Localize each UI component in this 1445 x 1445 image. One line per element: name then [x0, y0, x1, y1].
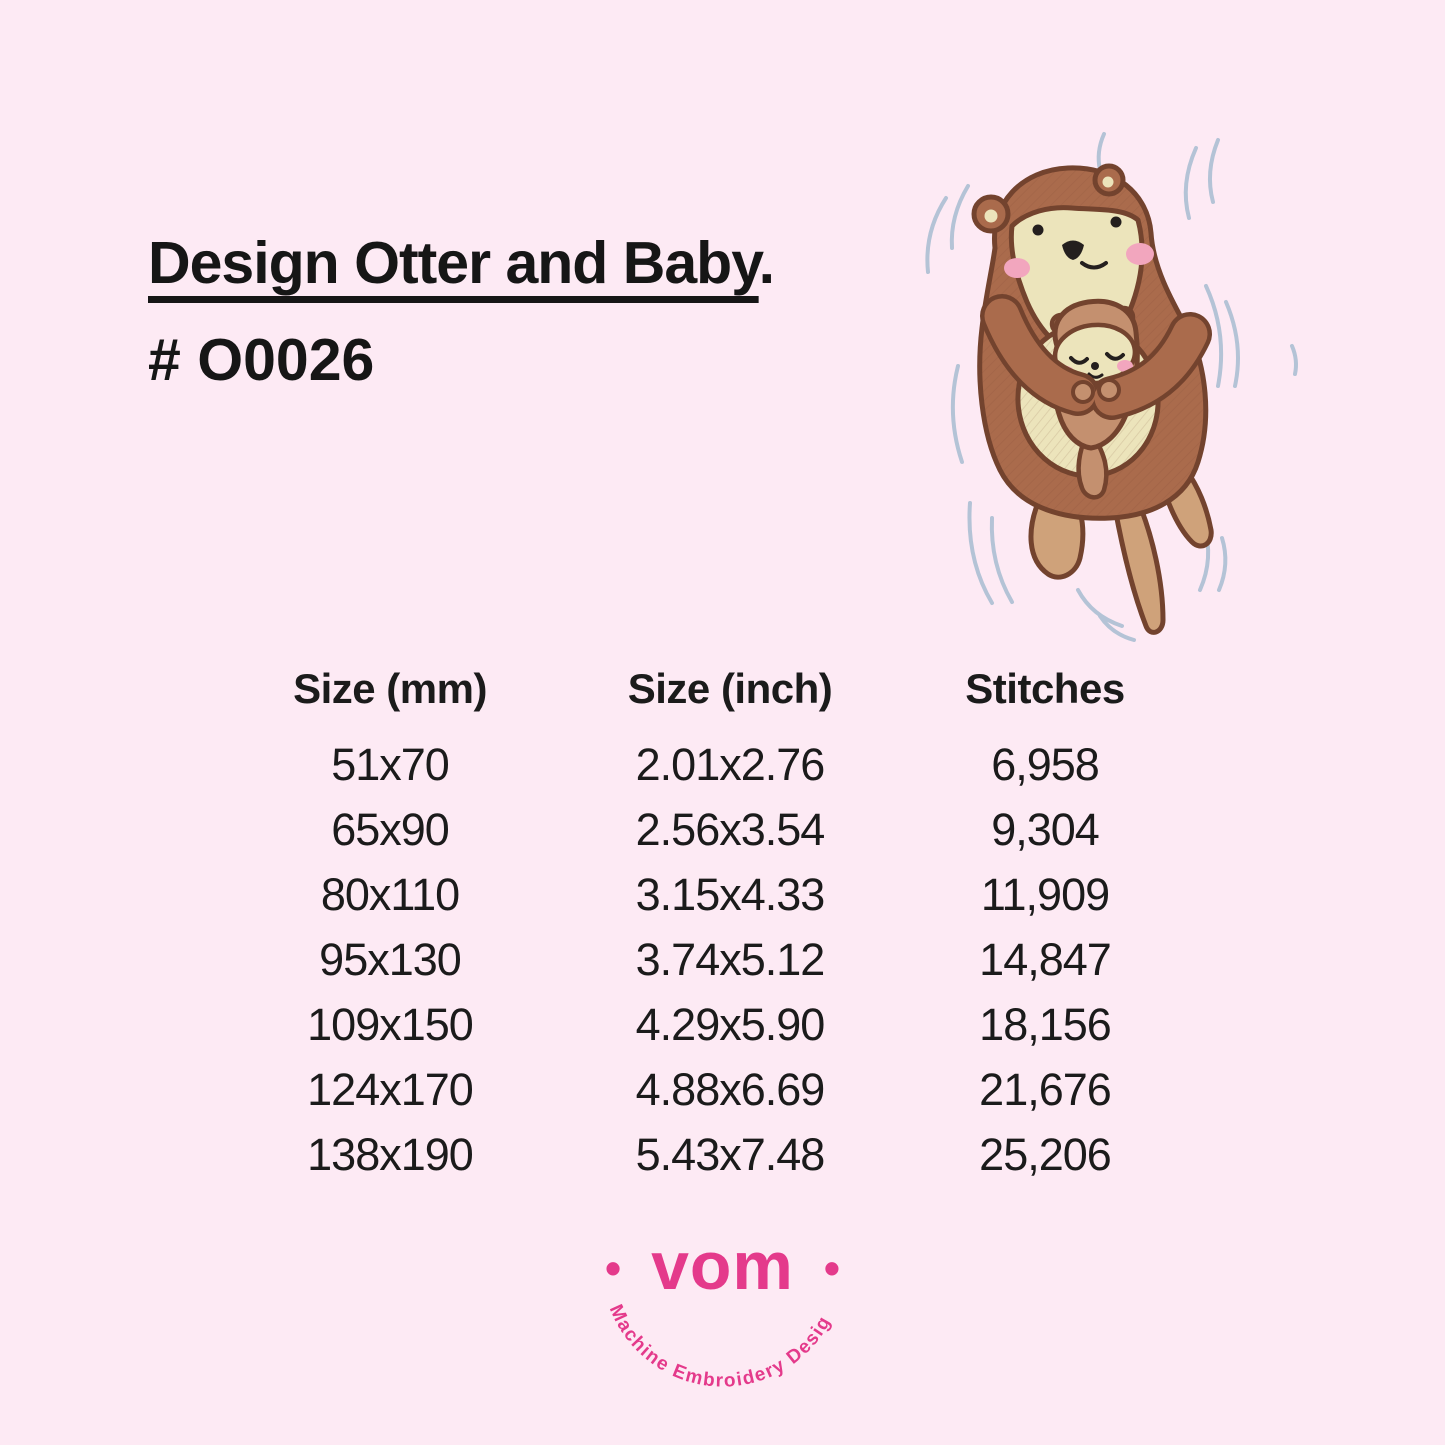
size-inch-value: 4.29x5.90: [635, 998, 826, 1050]
logo-dot-right-icon: •: [823, 1242, 841, 1294]
size-inch-value: 3.74x5.12: [635, 933, 826, 985]
otter-ears-icon: [971, 163, 1126, 234]
column-header-size-mm: Size (mm): [293, 665, 487, 712]
title-block: Design Otter and Baby. # O0026: [148, 234, 775, 394]
page-title-text: Design Otter and Baby: [148, 230, 760, 296]
page-title: Design Otter and Baby.: [148, 234, 775, 293]
baby-tail: [1076, 433, 1109, 500]
column-header-size-inch: Size (inch): [627, 665, 833, 712]
otter-cheek-left: [1004, 258, 1030, 278]
table-row: 109x150 4.29x5.90 18,156: [210, 992, 1200, 1057]
size-mm-value: 65x90: [331, 803, 450, 855]
size-inch-value: 2.56x3.54: [635, 803, 826, 855]
size-mm-value: 95x130: [319, 933, 462, 985]
otter-arms: [980, 294, 1212, 420]
svg-text:Machine Embroidery Design: Machine Embroidery Design: [573, 1294, 836, 1392]
otter-cheek-right: [1126, 243, 1154, 265]
size-inch-value: 5.43x7.48: [635, 1128, 826, 1180]
baby-paws-icon: [1071, 378, 1121, 404]
table-header-row: Size (mm) Size (inch) Stitches: [210, 660, 1200, 718]
page-title-period: .: [758, 230, 775, 296]
size-mm-value: 138x190: [307, 1128, 474, 1180]
logo-dot-left-icon: •: [604, 1242, 622, 1294]
stitches-value: 21,676: [979, 1063, 1112, 1115]
brand-wordmark: vom: [651, 1228, 794, 1304]
table-row: 51x70 2.01x2.76 6,958: [210, 732, 1200, 797]
table-row: 138x190 5.43x7.48 25,206: [210, 1122, 1200, 1187]
size-mm-value: 80x110: [320, 868, 460, 920]
stitches-value: 14,847: [979, 933, 1112, 985]
stitches-value: 25,206: [979, 1128, 1112, 1180]
size-inch-value: 2.01x2.76: [635, 738, 826, 790]
design-number: # O0026: [148, 327, 375, 393]
otter-and-baby-illustration: [925, 132, 1298, 642]
size-inch-value: 4.88x6.69: [635, 1063, 826, 1115]
size-mm-value: 109x150: [307, 998, 474, 1050]
brand-tagline-arc: Machine Embroidery Design: [573, 1294, 836, 1392]
table-row: 65x90 2.56x3.54 9,304: [210, 797, 1200, 862]
table-row: 95x130 3.74x5.12 14,847: [210, 927, 1200, 992]
brand-tagline-text: Machine Embroidery Design: [573, 1294, 834, 1392]
stitches-value: 11,909: [980, 868, 1110, 920]
size-table: Size (mm) Size (inch) Stitches 51x70 2.0…: [210, 660, 1200, 1187]
table-row: 80x110 3.15x4.33 11,909: [210, 862, 1200, 927]
stitches-value: 9,304: [991, 803, 1100, 855]
size-mm-value: 51x70: [331, 738, 450, 790]
column-header-stitches: Stitches: [965, 665, 1125, 712]
otter-face-icon: [1004, 216, 1154, 278]
stitches-value: 6,958: [991, 738, 1100, 790]
size-mm-value: 124x170: [307, 1063, 474, 1115]
stitches-value: 18,156: [979, 998, 1112, 1050]
table-row: 124x170 4.88x6.69 21,676: [210, 1057, 1200, 1122]
water-ripples-icon: [925, 132, 1298, 642]
brand-logo: • vom • Machine Embroidery Design: [573, 1232, 873, 1424]
size-inch-value: 3.15x4.33: [635, 868, 826, 920]
